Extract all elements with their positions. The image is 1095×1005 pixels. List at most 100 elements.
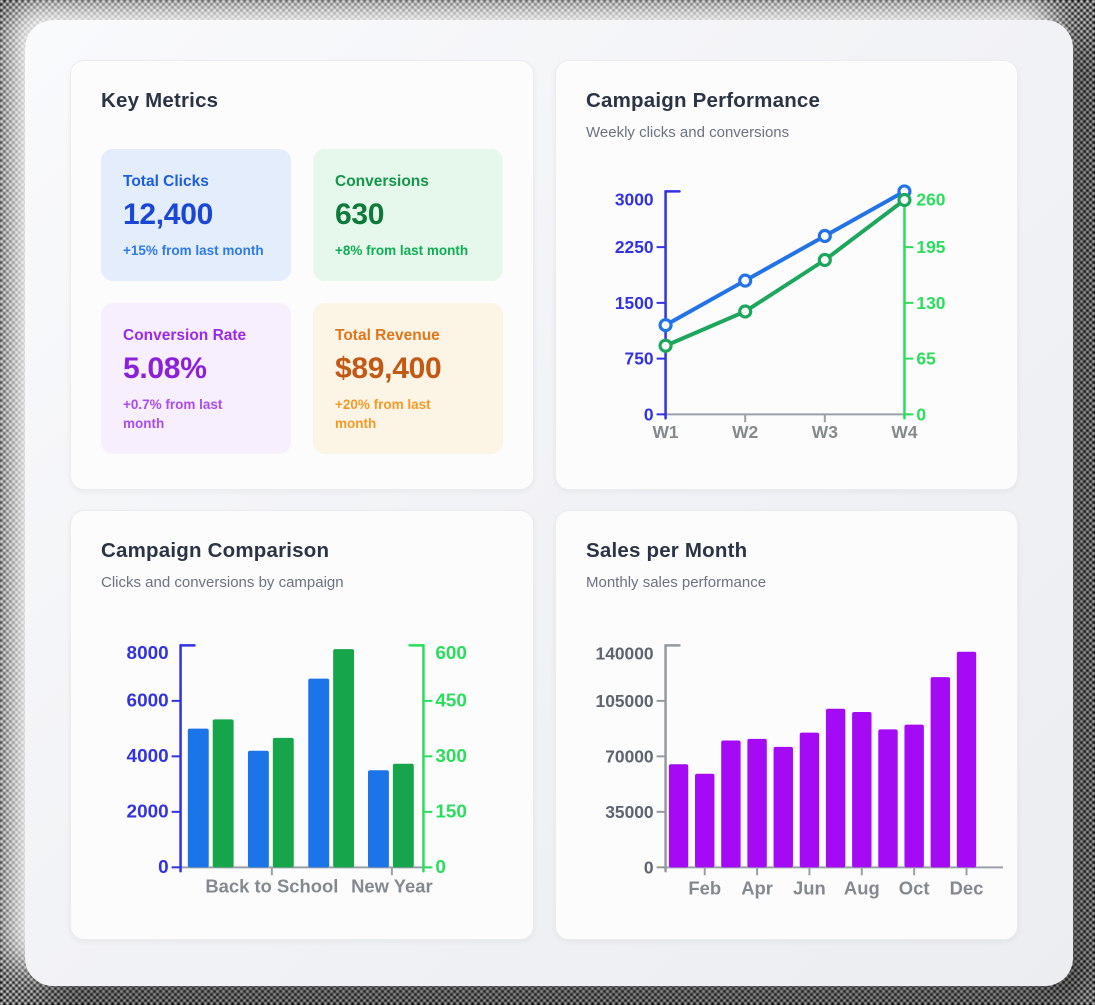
campaign-comparison-bar-chart: Back to School New Year020004000600080000…: [127, 643, 467, 897]
campaign-comparison-title: Campaign Comparison: [101, 539, 330, 562]
sales-per-month-bar-chart: Feb Apr Jun Aug Oct Dec 0 35000 70000 105000 14000…: [596, 643, 1003, 899]
metric-value: $89,400: [335, 351, 442, 385]
bar: [695, 773, 715, 868]
bar: [747, 738, 767, 868]
left-y-axis: 0 750 1500 2250 3000: [615, 189, 681, 424]
bar: [308, 678, 330, 868]
series-clicks: [658, 184, 912, 333]
metric-value: 12,400: [123, 198, 213, 231]
data-point-marker: [817, 228, 832, 244]
metric-value: 5.08%: [123, 351, 207, 385]
metric-delta: +0.7% from last month: [123, 396, 223, 432]
right-y-axis: 0 150 300 450 600: [408, 643, 467, 878]
campaign-comparison-card: Campaign Comparison Clicks and conversio…: [70, 510, 534, 940]
sales-per-month-subtitle: Monthly sales performance: [586, 574, 767, 591]
y-tick-label: 140000: [596, 643, 654, 663]
metric-tile-total-clicks: Total Clicks 12,400 +15% from last month: [101, 149, 291, 281]
y-tick-label: 35000: [605, 802, 653, 822]
x-tick-label: W1: [653, 422, 679, 442]
y-tick-label: 0: [435, 857, 446, 878]
y-tick-label: 105000: [596, 691, 654, 711]
campaign-performance-card: Campaign Performance Weekly clicks and c…: [555, 60, 1018, 490]
bar: [333, 649, 355, 868]
bar: [904, 724, 924, 868]
bar: [852, 711, 872, 868]
x-tick-label: Oct: [899, 878, 930, 899]
metric-tile-conversions: Conversions 630 +8% from last month: [313, 149, 503, 281]
y-tick-label: 0: [158, 857, 169, 878]
x-tick-label: W4: [891, 422, 917, 442]
data-point-marker: [817, 252, 832, 268]
bar: [956, 651, 977, 868]
key-metrics-title: Key Metrics: [101, 89, 219, 112]
y-tick-label: 750: [625, 349, 654, 369]
series-conversions: [658, 192, 912, 353]
metric-label: Total Clicks: [123, 173, 209, 190]
bar: [799, 732, 820, 868]
y-tick-label: 450: [435, 690, 467, 711]
y-tick-label: 0: [916, 404, 926, 424]
bar: [930, 677, 951, 868]
y-tick-label: 65: [916, 349, 936, 369]
x-tick-label: Apr: [741, 878, 773, 899]
y-tick-label: 0: [644, 857, 654, 877]
x-tick-label: Feb: [688, 878, 721, 899]
y-tick-label: 2250: [615, 237, 654, 257]
metric-tile-total-revenue: Total Revenue $89,400 +20% from last mon…: [313, 302, 503, 454]
dashboard-container: Key Metrics Total Clicks 12,400 +15% fro…: [25, 20, 1073, 986]
y-tick-label: 4000: [127, 746, 169, 767]
y-tick-label: 8000: [127, 643, 169, 664]
bar: [721, 740, 741, 868]
y-tick-label: 1500: [615, 293, 654, 313]
y-tick-label: 195: [916, 237, 945, 257]
metric-delta: +20% from last month: [335, 396, 431, 432]
bar: [212, 719, 234, 868]
y-tick-label: 6000: [127, 690, 169, 711]
y-tick-label: 600: [435, 643, 467, 664]
bar: [392, 763, 414, 868]
y-tick-label: 70000: [605, 746, 653, 766]
metric-delta: +8% from last month: [335, 243, 469, 258]
metric-tile-conversion-rate: Conversion Rate 5.08% +0.7% from last mo…: [101, 302, 291, 454]
left-y-axis: 0 35000 70000 105000 140000: [596, 643, 681, 877]
bar: [272, 737, 294, 868]
bar: [878, 729, 898, 868]
x-tick-label: Dec: [950, 878, 984, 899]
campaign-performance-title: Campaign Performance: [586, 89, 821, 112]
data-point-marker: [738, 304, 753, 319]
y-tick-label: 0: [644, 404, 654, 424]
data-point-marker: [658, 338, 673, 353]
metric-value: 630: [335, 198, 385, 231]
bar: [247, 750, 269, 868]
y-tick-label: 150: [435, 801, 467, 822]
metric-tiles-grid: Total Clicks 12,400 +15% from last month…: [101, 149, 503, 454]
metric-label: Conversions: [335, 173, 429, 190]
right-y-axis: 0 65 130 195 260: [903, 189, 946, 424]
y-tick-label: 130: [916, 293, 945, 313]
x-tick-label: Aug: [844, 878, 880, 899]
bar: [367, 770, 389, 868]
x-tick-label: Jun: [793, 878, 826, 899]
data-point-marker: [658, 318, 673, 333]
metric-label: Conversion Rate: [123, 326, 247, 344]
series-sales: [668, 651, 977, 868]
y-tick-label: 260: [916, 189, 945, 209]
metric-delta: +15% from last month: [123, 243, 264, 258]
series-conversions: [212, 649, 414, 868]
data-point-marker: [897, 192, 912, 208]
bar: [825, 708, 846, 868]
x-tick-label: W3: [812, 422, 838, 442]
x-tick-label: New Year: [351, 876, 433, 897]
sales-per-month-card: Sales per Month Monthly sales performanc…: [555, 510, 1018, 940]
bar: [773, 746, 793, 868]
key-metrics-card: Key Metrics Total Clicks 12,400 +15% fro…: [70, 60, 534, 490]
x-tick-label: Back to School: [205, 876, 338, 897]
campaign-performance-subtitle: Weekly clicks and conversions: [586, 124, 790, 141]
y-tick-label: 3000: [615, 189, 654, 209]
y-tick-label: 2000: [127, 801, 169, 822]
bar: [668, 764, 689, 868]
metric-label: Total Revenue: [335, 326, 440, 344]
bar: [187, 728, 209, 868]
campaign-comparison-subtitle: Clicks and conversions by campaign: [101, 574, 344, 591]
